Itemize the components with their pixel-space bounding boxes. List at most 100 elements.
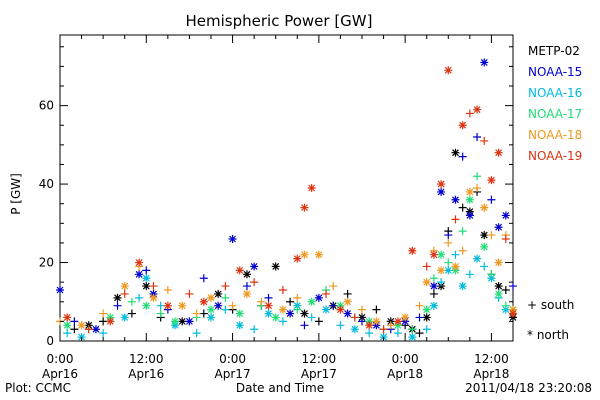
data-point-north — [501, 211, 510, 220]
data-point-south — [63, 329, 72, 338]
data-point-south — [99, 317, 108, 326]
data-point-north — [120, 313, 129, 322]
data-point-south — [408, 325, 417, 334]
data-point-north — [171, 317, 180, 326]
data-point-north — [494, 282, 503, 291]
legend-entry-noaa-17: NOAA-17 — [528, 107, 582, 121]
data-point-north — [214, 301, 223, 310]
x-tick-label: 0:00 — [219, 352, 246, 366]
data-point-south — [221, 305, 230, 314]
data-point-north — [422, 313, 431, 322]
data-point-south — [336, 321, 345, 330]
data-point-north — [278, 305, 287, 314]
plot-frame — [59, 34, 514, 342]
data-point-south — [242, 282, 251, 291]
axis-ticks: 02040600:00Apr1612:00Apr160:00Apr1712:00… — [39, 35, 514, 381]
data-point-north — [264, 301, 273, 310]
data-point-north — [314, 250, 323, 259]
data-point-south — [429, 289, 438, 298]
data-point-south — [322, 289, 331, 298]
x-tick-label: 12:00 — [302, 352, 337, 366]
x-tick-date: Apr17 — [215, 367, 251, 381]
data-point-north — [437, 187, 446, 196]
data-point-north — [207, 305, 215, 314]
data-point-north — [300, 309, 309, 318]
data-point-north — [142, 274, 151, 283]
series-legend: METP-02 NOAA-15 NOAA-16 NOAA-17 NOAA-18 NOAA-… — [528, 44, 582, 163]
series-noaa-18 — [56, 184, 517, 330]
data-point-north — [63, 313, 72, 322]
data-point-north — [149, 293, 158, 302]
data-point-south — [473, 133, 482, 141]
data-point-north — [286, 309, 295, 318]
data-point-south — [250, 278, 259, 287]
data-point-south — [473, 184, 482, 192]
data-point-south — [113, 301, 122, 310]
data-point-north — [343, 309, 352, 318]
data-point-north — [429, 250, 438, 259]
legend-entry-metp-02: METP-02 — [528, 44, 580, 58]
data-point-north — [307, 184, 316, 192]
data-point-south — [99, 309, 108, 318]
data-point-north — [437, 180, 446, 189]
footer-left: Plot: CCMC — [5, 381, 71, 395]
data-point-south — [142, 266, 151, 275]
data-point-south — [501, 286, 510, 294]
data-point-south — [415, 313, 424, 322]
data-point-south — [444, 258, 453, 267]
data-point-north — [250, 262, 259, 271]
data-point-north — [458, 121, 467, 130]
x-tick-date: Apr18 — [473, 367, 509, 381]
data-point-north — [509, 309, 517, 318]
data-point-south — [386, 321, 395, 330]
data-point-south — [487, 195, 496, 204]
data-point-south — [501, 235, 510, 243]
marker-legend-north: * north — [527, 328, 569, 342]
data-point-north — [77, 321, 86, 330]
data-point-north — [494, 148, 503, 157]
data-point-south — [250, 325, 259, 334]
data-point-north — [235, 321, 244, 330]
data-point-south — [314, 317, 323, 326]
data-point-north — [480, 203, 489, 212]
data-point-south — [329, 282, 338, 291]
data-point-north — [56, 286, 64, 294]
y-tick-label: 60 — [39, 99, 54, 113]
data-point-north — [473, 254, 482, 263]
data-point-south — [278, 317, 287, 326]
y-tick-label: 20 — [39, 256, 54, 270]
data-point-south — [358, 317, 366, 326]
data-point-north — [487, 176, 496, 185]
data-point-south — [487, 231, 496, 240]
data-point-north — [120, 282, 129, 291]
data-point-south — [228, 301, 237, 310]
data-point-south — [221, 282, 230, 291]
data-point-north — [336, 305, 345, 314]
data-point-north — [365, 321, 374, 330]
data-point-south — [458, 203, 467, 212]
data-point-north — [465, 195, 474, 204]
data-point-south — [127, 309, 136, 318]
data-point-south — [451, 215, 460, 224]
data-point-north — [437, 266, 446, 275]
data-point-north — [451, 148, 460, 157]
data-point-north — [242, 270, 251, 279]
data-point-south — [192, 329, 201, 338]
chart-title: Hemispheric Power [GW] — [186, 12, 373, 30]
data-point-south — [458, 152, 467, 161]
data-point-south — [343, 289, 352, 298]
data-point-north — [494, 289, 503, 298]
data-point-south — [307, 313, 316, 322]
data-point-north — [408, 333, 417, 342]
data-point-south — [199, 274, 208, 283]
data-point-south — [257, 297, 266, 306]
data-point-north — [214, 289, 223, 298]
x-axis-label: Date and Time — [236, 381, 324, 395]
data-point-north — [113, 293, 122, 302]
marker-legend: + south * north — [527, 298, 574, 342]
data-point-south — [465, 270, 474, 279]
data-point-south — [509, 282, 517, 291]
data-point-south — [278, 286, 287, 294]
x-tick-date: Apr18 — [387, 367, 423, 381]
